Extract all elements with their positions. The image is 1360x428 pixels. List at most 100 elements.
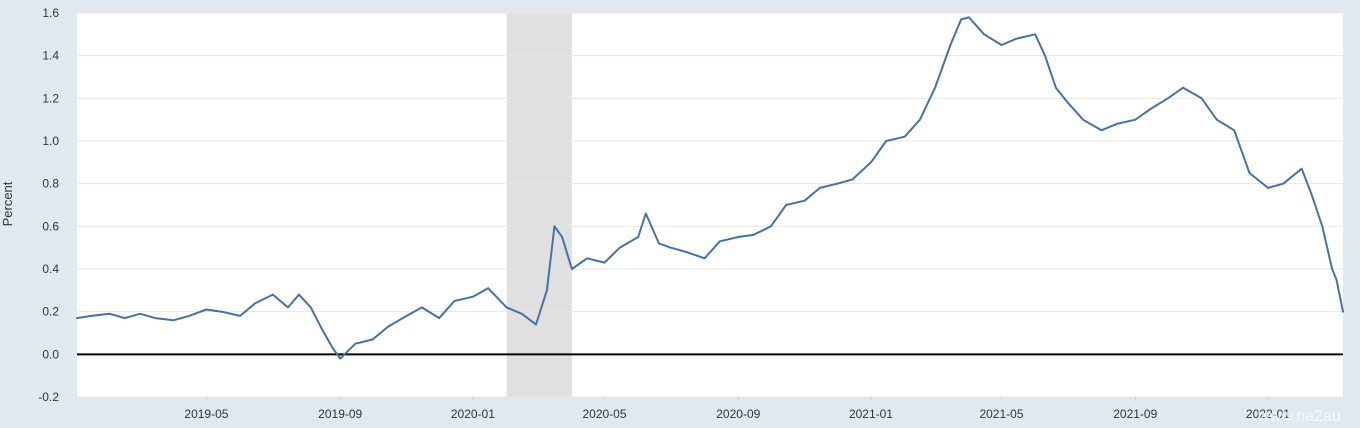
data-point xyxy=(870,161,872,164)
y-tick-label: 1.4 xyxy=(42,49,59,63)
x-tick-label: 2020-09 xyxy=(716,407,760,421)
data-point xyxy=(851,178,854,181)
data-point xyxy=(76,317,78,319)
data-point xyxy=(1267,187,1269,189)
y-axis-title: Percent xyxy=(0,181,15,226)
data-point xyxy=(1055,86,1057,89)
data-point xyxy=(1335,278,1338,281)
x-tick-label: 2021-05 xyxy=(979,407,1023,421)
x-tick-label: 2022-01 xyxy=(1246,407,1290,421)
recession-band-layer xyxy=(506,13,572,397)
data-point xyxy=(298,293,300,296)
data-point xyxy=(220,310,223,313)
data-point xyxy=(1200,97,1203,100)
x-tick-label: 2019-09 xyxy=(318,407,362,421)
data-point xyxy=(287,306,289,309)
x-tick-label: 2019-05 xyxy=(184,407,228,421)
y-tick-label: -0.2 xyxy=(38,390,59,404)
data-point xyxy=(836,182,839,185)
data-point xyxy=(737,236,740,238)
data-point xyxy=(1034,33,1036,36)
data-point xyxy=(205,308,208,311)
data-point xyxy=(719,240,721,243)
data-point xyxy=(173,319,175,322)
data-point xyxy=(1342,310,1344,313)
data-point xyxy=(1182,86,1184,89)
data-point xyxy=(1300,167,1303,170)
x-tick-label: 2020-05 xyxy=(582,407,626,421)
data-point xyxy=(139,313,141,315)
data-point xyxy=(546,289,548,292)
data-point xyxy=(1331,268,1333,270)
data-point xyxy=(405,315,408,317)
y-tick-label: 0.0 xyxy=(42,347,59,361)
data-point xyxy=(521,313,523,315)
data-point xyxy=(239,315,241,317)
data-point xyxy=(586,257,588,260)
data-point xyxy=(154,317,157,319)
data-point xyxy=(803,199,806,202)
data-point xyxy=(670,246,672,249)
data-point xyxy=(254,302,257,304)
data-point xyxy=(571,268,573,270)
data-point xyxy=(310,306,312,309)
data-point xyxy=(819,187,821,189)
y-tick-label: 0.8 xyxy=(42,177,59,191)
y-axis-ticks: -0.2 0.0 0.2 0.4 0.6 0.8 1.0 1.2 1.4 1.6 xyxy=(38,6,59,404)
data-point xyxy=(919,118,921,121)
data-point xyxy=(983,33,985,36)
data-point xyxy=(1282,182,1284,185)
data-point xyxy=(535,323,537,326)
y-tick-label: 0.2 xyxy=(42,305,59,319)
data-point xyxy=(487,287,489,290)
data-point xyxy=(108,313,111,315)
watermark-text: www.na2au xyxy=(1257,408,1341,425)
data-point xyxy=(331,347,334,349)
data-point xyxy=(752,234,755,236)
y-tick-label: 0.4 xyxy=(42,262,59,276)
data-point xyxy=(618,246,621,249)
data-point xyxy=(1015,37,1018,40)
data-point xyxy=(703,257,706,260)
data-point xyxy=(685,251,687,253)
series-layer xyxy=(76,16,1344,360)
data-point xyxy=(553,225,556,228)
data-point xyxy=(1233,129,1235,132)
x-axis-ticks: 2019-05 2019-09 2020-01 2020-05 2020-09 2021-… xyxy=(184,397,1290,421)
gridlines xyxy=(77,12,1343,398)
data-point xyxy=(372,338,374,341)
data-point xyxy=(949,44,952,46)
data-point xyxy=(934,86,936,89)
data-point xyxy=(272,293,274,296)
data-point xyxy=(770,225,772,228)
data-point xyxy=(1082,118,1084,121)
y-tick-label: 1.2 xyxy=(42,91,59,105)
data-point xyxy=(645,212,647,215)
data-point xyxy=(188,315,190,317)
y-tick-label: 1.6 xyxy=(42,6,59,20)
plot-area xyxy=(77,13,1343,397)
data-point xyxy=(339,357,342,360)
data-point xyxy=(960,18,962,21)
data-point xyxy=(885,140,887,142)
data-point xyxy=(438,317,441,319)
data-point xyxy=(1310,193,1313,196)
data-point xyxy=(968,16,970,19)
data-point xyxy=(472,295,474,298)
y-tick-label: 0.6 xyxy=(42,219,59,233)
data-point xyxy=(1321,225,1324,228)
data-point xyxy=(505,306,508,309)
data-point xyxy=(658,242,660,245)
data-point xyxy=(90,315,92,317)
data-point xyxy=(1067,101,1069,104)
data-point xyxy=(453,300,456,302)
data-point xyxy=(1149,108,1152,110)
data-point xyxy=(421,306,423,309)
data-point xyxy=(785,204,787,206)
data-point xyxy=(354,342,357,345)
y-tick-label: 1.0 xyxy=(42,134,59,148)
data-point xyxy=(903,135,906,138)
data-point xyxy=(1100,129,1103,132)
data-point xyxy=(320,327,323,330)
